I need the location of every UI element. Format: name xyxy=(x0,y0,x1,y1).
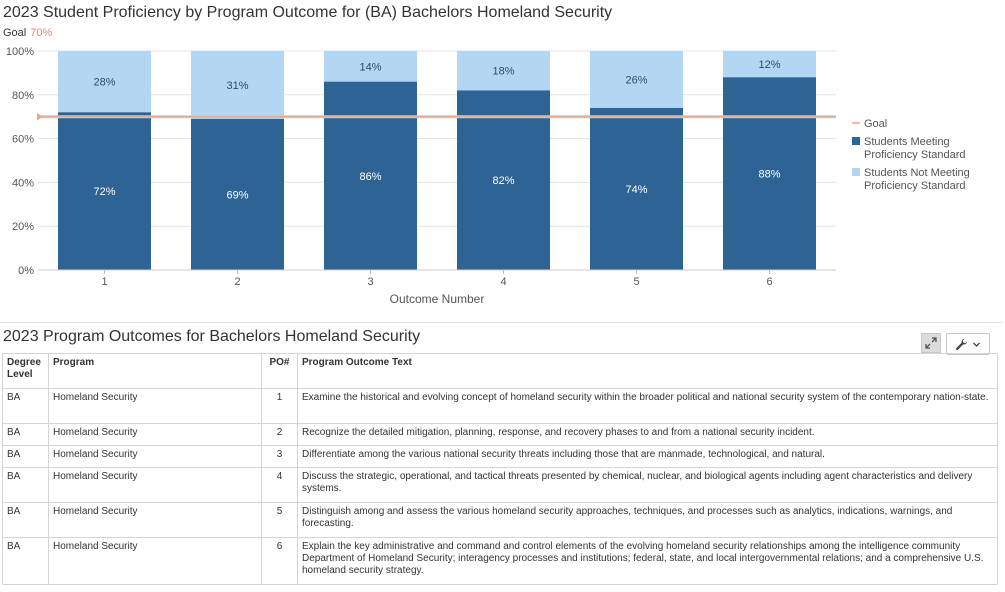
y-tick-label: 100% xyxy=(6,46,34,58)
bar-not-meeting xyxy=(191,51,284,119)
cell-outcome-text: Recognize the detailed mitigation, plann… xyxy=(297,423,998,446)
bar-meeting xyxy=(324,81,417,270)
bar-meeting xyxy=(590,107,683,270)
bar-meeting xyxy=(723,77,816,270)
bar-not-meeting xyxy=(457,51,550,91)
bar-not-meeting xyxy=(324,51,417,82)
expand-icon xyxy=(925,337,937,349)
cell-po: 1 xyxy=(261,388,298,424)
y-tick-label: 0% xyxy=(18,265,34,277)
data-label-not-meeting: 18% xyxy=(492,66,514,78)
cell-outcome-text: Differentiate among the various national… xyxy=(297,445,998,468)
x-tick-label: 3 xyxy=(367,276,373,288)
outcomes-panel: 2023 Program Outcomes for Bachelors Home… xyxy=(0,322,1003,591)
bar-meeting xyxy=(457,90,550,270)
header-program[interactable]: Program xyxy=(48,353,262,389)
y-tick-label: 40% xyxy=(12,177,34,189)
outcomes-table: Degree Level Program PO# Program Outcome… xyxy=(2,353,998,585)
legend-swatch xyxy=(852,168,860,176)
data-label-not-meeting: 28% xyxy=(93,77,115,89)
settings-dropdown-button[interactable] xyxy=(946,333,990,355)
legend-label: Students Meeting xyxy=(864,136,950,148)
x-tick-label: 1 xyxy=(101,276,107,288)
legend-label-line2: Proficiency Standard xyxy=(864,180,966,192)
cell-program: Homeland Security xyxy=(48,388,262,424)
y-tick-label: 20% xyxy=(12,221,34,233)
table-row: BA Homeland Security 2 Recognize the det… xyxy=(2,423,998,446)
bar-not-meeting xyxy=(590,51,683,108)
cell-degree: BA xyxy=(2,502,49,538)
y-tick-label: 80% xyxy=(12,90,34,102)
data-label-not-meeting: 14% xyxy=(359,61,381,73)
bar-not-meeting xyxy=(723,51,816,78)
data-label-meeting: 72% xyxy=(93,186,115,198)
header-degree-level[interactable]: Degree Level xyxy=(2,353,49,389)
cell-program: Homeland Security xyxy=(48,445,262,468)
cell-outcome-text: Examine the historical and evolving conc… xyxy=(297,388,998,424)
wrench-icon xyxy=(955,338,967,350)
chevron-down-icon xyxy=(973,342,980,347)
bar-meeting xyxy=(58,112,151,270)
cell-program: Homeland Security xyxy=(48,537,262,585)
x-tick-label: 6 xyxy=(766,276,772,288)
goal-caption: Goal 70% xyxy=(3,27,52,39)
header-po-number[interactable]: PO# xyxy=(261,353,298,389)
data-label-not-meeting: 12% xyxy=(758,59,780,71)
expand-button[interactable] xyxy=(921,333,941,353)
goal-caption-value: 70% xyxy=(30,27,53,39)
chart-title: 2023 Student Proficiency by Program Outc… xyxy=(3,4,613,21)
legend-swatch xyxy=(852,137,860,145)
goal-marker xyxy=(37,112,42,121)
cell-outcome-text: Distinguish among and assess the various… xyxy=(297,502,998,538)
x-tick-label: 2 xyxy=(234,276,240,288)
table-row: BA Homeland Security 1 Examine the histo… xyxy=(2,388,998,424)
table-row: BA Homeland Security 4 Discuss the strat… xyxy=(2,467,998,503)
goal-caption-label: Goal xyxy=(3,27,27,39)
data-label-not-meeting: 31% xyxy=(226,80,248,92)
cell-outcome-text: Discuss the strategic, operational, and … xyxy=(297,467,998,503)
cell-program: Homeland Security xyxy=(48,502,262,538)
cell-po: 4 xyxy=(261,467,298,503)
bar-not-meeting xyxy=(58,51,151,113)
cell-po: 3 xyxy=(261,445,298,468)
x-tick-label: 5 xyxy=(633,276,639,288)
cell-outcome-text: Explain the key administrative and comma… xyxy=(297,537,998,585)
legend-label: Goal xyxy=(864,118,887,130)
table-header-row: Degree Level Program PO# Program Outcome… xyxy=(2,353,998,389)
cell-program: Homeland Security xyxy=(48,467,262,503)
cell-degree: BA xyxy=(2,388,49,424)
data-label-meeting: 88% xyxy=(758,169,780,181)
cell-degree: BA xyxy=(2,423,49,446)
proficiency-chart: 0% 20% 40% 60% 80% 100% 72% 28% 1 69% 31% 2 86% 14% 3 8… xyxy=(6,46,970,306)
table-title: 2023 Program Outcomes for Bachelors Home… xyxy=(3,328,421,345)
bar-meeting xyxy=(191,118,284,270)
legend-label-line2: Proficiency Standard xyxy=(864,149,966,161)
legend-label: Students Not Meeting xyxy=(864,167,970,179)
cell-po: 5 xyxy=(261,502,298,538)
cell-po: 2 xyxy=(261,423,298,446)
data-label-meeting: 74% xyxy=(625,184,647,196)
table-row: BA Homeland Security 6 Explain the key a… xyxy=(2,537,998,585)
cell-degree: BA xyxy=(2,537,49,585)
header-outcome-text[interactable]: Program Outcome Text xyxy=(297,353,998,389)
data-label-meeting: 69% xyxy=(226,189,248,201)
cell-program: Homeland Security xyxy=(48,423,262,446)
y-tick-label: 60% xyxy=(12,134,34,146)
table-row: BA Homeland Security 3 Differentiate amo… xyxy=(2,445,998,468)
cell-po: 6 xyxy=(261,537,298,585)
x-tick-label: 4 xyxy=(500,276,506,288)
cell-degree: BA xyxy=(2,467,49,503)
data-label-meeting: 82% xyxy=(492,175,514,187)
table-row: BA Homeland Security 5 Distinguish among… xyxy=(2,502,998,538)
cell-degree: BA xyxy=(2,445,49,468)
data-label-meeting: 86% xyxy=(359,171,381,183)
data-label-not-meeting: 26% xyxy=(625,74,647,86)
x-axis-label: Outcome Number xyxy=(390,292,485,306)
